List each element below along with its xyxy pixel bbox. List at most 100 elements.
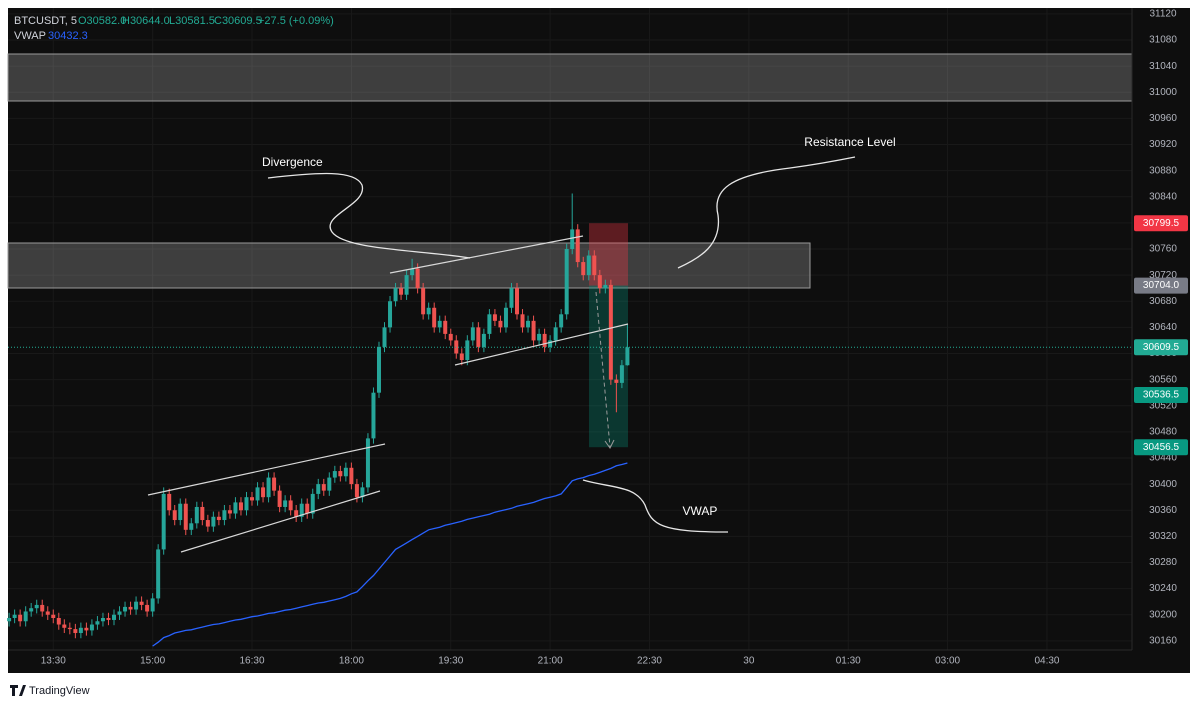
candle-body: [321, 484, 326, 491]
candle-body: [492, 314, 497, 321]
candle-body: [161, 493, 166, 550]
candle-body: [388, 301, 393, 328]
x-tick-label: 30: [743, 656, 755, 667]
ohlc-open: O30582.0: [78, 15, 126, 27]
candle-body: [23, 611, 28, 622]
y-tick-label: 30280: [1149, 557, 1177, 568]
y-tick-label: 30320: [1149, 531, 1177, 542]
ohlc-high: H30644.0: [122, 15, 170, 27]
candle-body: [586, 255, 591, 276]
y-tick-label: 31120: [1149, 9, 1177, 20]
candle-body: [73, 629, 78, 634]
y-tick-label: 31000: [1149, 87, 1177, 98]
candle-body: [18, 614, 23, 622]
candle-body: [531, 320, 536, 341]
x-tick-label: 19:30: [438, 656, 463, 667]
candle-body: [603, 284, 608, 289]
candle-body: [250, 497, 255, 501]
candle-body: [266, 477, 271, 498]
y-tick-label: 30360: [1149, 505, 1177, 516]
candle-body: [608, 284, 613, 380]
candle-body: [40, 604, 45, 612]
candle-body: [216, 516, 221, 521]
arrow-head: [604, 439, 615, 449]
candle-body: [542, 333, 547, 347]
y-tick-label: 30480: [1149, 427, 1177, 438]
y-tick-label: 30560: [1149, 374, 1177, 385]
candle-body: [272, 477, 277, 491]
candle-body: [410, 268, 415, 276]
vwap-line: [152, 462, 628, 647]
x-tick-label: 01:30: [836, 656, 861, 667]
price-tag: [1134, 439, 1188, 456]
y-tick-label: 30400: [1149, 479, 1177, 490]
candle-body: [67, 627, 72, 630]
channel-line: [147, 443, 386, 496]
candle-body: [614, 379, 619, 383]
x-tick-label: 21:00: [538, 656, 563, 667]
candle-body: [62, 624, 67, 628]
candle-body: [111, 614, 116, 620]
candle-body: [343, 467, 348, 477]
candle-body: [553, 327, 558, 341]
x-tick-label: 03:00: [935, 656, 960, 667]
candle-body: [7, 617, 12, 622]
candle-body: [487, 314, 492, 334]
y-tick-label: 31080: [1149, 35, 1177, 46]
candle-body: [194, 506, 199, 524]
candle-body: [56, 617, 61, 625]
ohlc-change: +27.5 (+0.09%): [258, 15, 334, 27]
y-tick-label: 31040: [1149, 61, 1177, 72]
candle-body: [106, 617, 111, 620]
candle-body: [205, 520, 210, 527]
price-tag-label: 30456.5: [1143, 442, 1180, 453]
candle-body: [437, 320, 442, 328]
candle-body: [145, 604, 150, 612]
candle-body: [393, 288, 398, 302]
grid: [8, 8, 1132, 650]
candle-body: [299, 503, 304, 517]
candle-body: [288, 500, 293, 511]
candle-body: [78, 627, 83, 634]
candle-body: [426, 307, 431, 315]
candle-body: [559, 314, 564, 328]
candle-body: [294, 510, 299, 517]
candle-body: [399, 288, 404, 295]
brand: TradingView: [29, 685, 90, 697]
candle-body: [432, 307, 437, 328]
candle-body: [371, 392, 376, 439]
candle-body: [498, 320, 503, 328]
annotation-label: VWAP: [683, 504, 718, 518]
candle-body: [84, 627, 89, 631]
candle-body: [233, 502, 238, 514]
indicator-value: 30432.3: [48, 30, 88, 42]
candle-body: [465, 340, 470, 361]
candle-body: [537, 333, 542, 341]
candle-body: [211, 516, 216, 527]
y-tick-label: 30760: [1149, 244, 1177, 255]
annotation-curve: [582, 479, 729, 533]
supply-zone: [7, 53, 1133, 102]
x-tick-label: 16:30: [239, 656, 264, 667]
candle-body: [476, 327, 481, 347]
candle-body: [89, 624, 94, 631]
y-tick-label: 30680: [1149, 296, 1177, 307]
symbol: BTCUSDT, 5: [14, 15, 77, 27]
candle-body: [564, 248, 569, 315]
candle-body: [481, 333, 486, 347]
price-tag: [1134, 215, 1188, 232]
candle-body: [117, 611, 122, 615]
candle-body: [316, 484, 321, 494]
brand-logo: [10, 685, 26, 696]
channel-line: [389, 235, 584, 274]
candle-body: [526, 320, 531, 328]
candle-body: [509, 288, 514, 308]
candle-body: [150, 598, 155, 612]
candle-body: [310, 493, 315, 514]
candle-body: [570, 229, 575, 249]
candle-body: [415, 268, 420, 289]
annotation-curve: [677, 156, 856, 269]
candle-body: [592, 255, 597, 276]
y-tick-label: 30720: [1149, 270, 1177, 281]
